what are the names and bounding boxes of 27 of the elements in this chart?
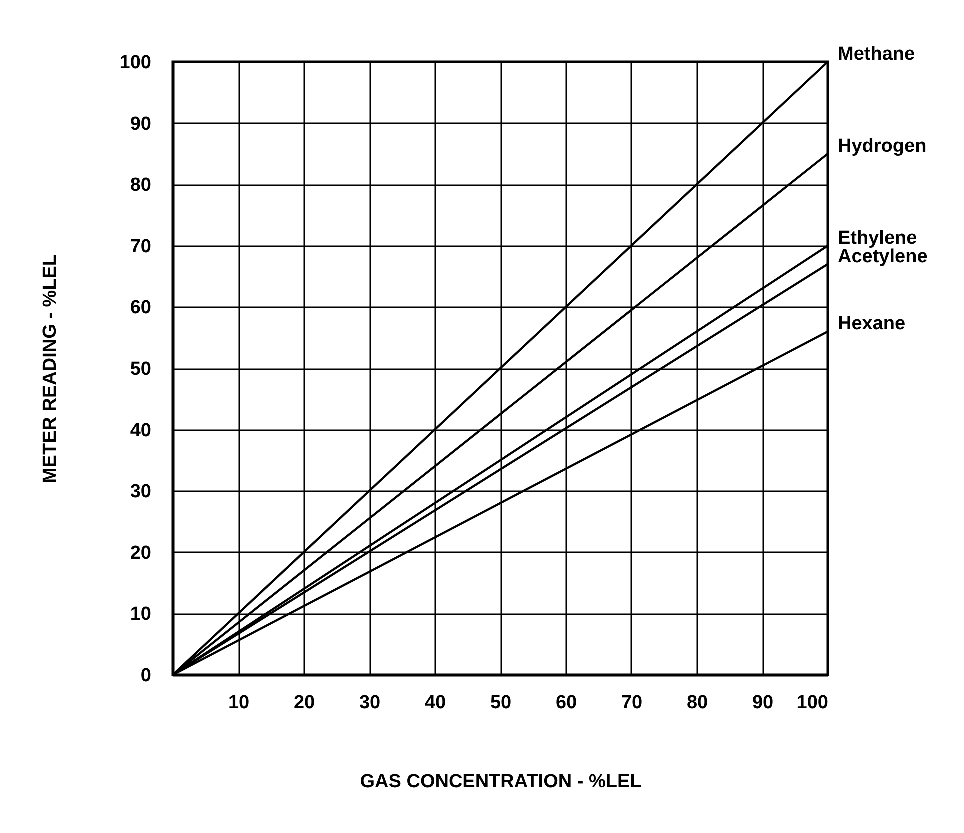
y-tick-label: 50	[130, 359, 152, 380]
x-tick-label: 30	[359, 692, 381, 714]
y-tick-label: 10	[130, 604, 152, 626]
y-tick-label: 30	[130, 482, 152, 503]
y-tick-label: 100	[120, 52, 152, 74]
y-tick-label: 70	[130, 236, 152, 258]
x-tick-label: 60	[556, 692, 578, 714]
y-tick-label: 80	[130, 175, 152, 196]
y-tick-label: 0	[140, 666, 152, 686]
x-tick-label: 50	[490, 692, 512, 714]
x-tick-label: 100	[796, 692, 828, 714]
series-label: Methane	[838, 44, 916, 65]
x-tick-label: 20	[294, 692, 316, 714]
series-label: Hexane	[838, 314, 906, 335]
y-tick-label: 40	[130, 420, 152, 442]
y-tick-label: 90	[130, 114, 152, 135]
x-tick-label: 10	[228, 692, 250, 714]
x-tick-label: 40	[424, 692, 446, 714]
series-label: Ethylene	[838, 228, 918, 249]
x-tick-label: 90	[752, 692, 774, 714]
x-axis-title: GAS CONCENTRATION - %LEL	[360, 772, 642, 792]
y-tick-label: 20	[130, 542, 152, 564]
y-tick-label: 60	[130, 298, 152, 319]
x-tick-label: 70	[621, 692, 643, 714]
y-axis-title: METER READING - %LEL	[40, 254, 61, 484]
x-tick-label: 80	[686, 692, 708, 714]
series-label: Hydrogen	[838, 136, 927, 157]
